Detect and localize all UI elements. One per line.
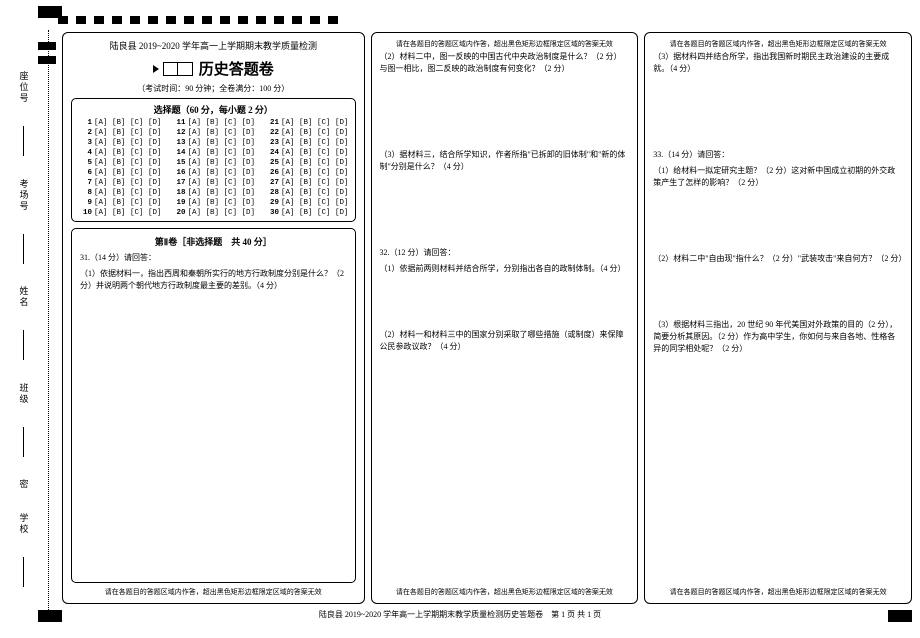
mc-item[interactable]: 25[A] [B] [C] [D] [265,159,349,167]
top-dash-row [58,16,338,24]
column-1: 陆良县 2019~2020 学年高一上学期期末教学质量检测 历史答题卷 （考试时… [62,32,365,604]
q32-title: 32.（12 分）请回答： [380,247,630,259]
mc-item[interactable]: 22[A] [B] [C] [D] [265,129,349,137]
mc-item[interactable]: 30[A] [B] [C] [D] [265,209,349,217]
q32-part1: （1）依据前两则材料并结合所学，分别指出各自的政制体制。（4 分） [380,263,630,275]
mc-item[interactable]: 15[A] [B] [C] [D] [172,159,256,167]
mc-item[interactable]: 9[A] [B] [C] [D] [78,199,162,207]
binding-label-name: 姓名 [18,286,31,308]
q32-part2: （2）材料一和材料三中的国家分别采取了哪些措施（或制度）来保障公民参政议政？（4… [380,329,630,353]
binding-underline [23,234,25,264]
column-2: 请在各题目的答题区域内作答，超出黑色矩形边框限定区域的答案无效 （2）材料二中，… [371,32,639,604]
col3-footer-note: 请在各题目的答题区域内作答，超出黑色矩形边框限定区域的答案无效 [653,583,903,597]
frq-header: 第Ⅱ卷［非选择题 共 40 分］ [80,235,347,248]
binding-mark: 密 [18,479,31,490]
main-title: 历史答题卷 [199,58,274,79]
mc-item[interactable]: 23[A] [B] [C] [D] [265,139,349,147]
binding-dotted-line [48,30,49,618]
binding-underline [23,427,25,457]
mc-item[interactable]: 11[A] [B] [C] [D] [172,119,256,127]
mc-item[interactable]: 13[A] [B] [C] [D] [172,139,256,147]
barcode-row: 历史答题卷 [71,56,356,81]
multiple-choice-box: 选择题（60 分，每小题 2 分） 1[A] [B] [C] [D] 11[A] … [71,98,356,222]
q33-part1: （1）给材料一拟定研究主题？（2 分）这对新中国成立初期的外交政策产生了怎样的影… [653,165,903,189]
mc-item[interactable]: 3[A] [B] [C] [D] [78,139,162,147]
frq-box-col1: 第Ⅱ卷［非选择题 共 40 分］ 31.（14 分）请回答： （1）依据材料一，… [71,228,356,583]
binding-label-class: 班级 [18,383,31,405]
mc-item[interactable]: 6[A] [B] [C] [D] [78,169,162,177]
mc-item[interactable]: 21[A] [B] [C] [D] [265,119,349,127]
q33-part3: （3）根据材料三指出，20 世纪 90 年代美国对外政策的目的（2 分），简要分… [653,319,903,355]
mc-grid: 1[A] [B] [C] [D] 11[A] [B] [C] [D] 21[A] [… [78,119,349,217]
mc-item[interactable]: 18[A] [B] [C] [D] [172,189,256,197]
binding-underline [23,126,25,156]
mc-item[interactable]: 27[A] [B] [C] [D] [265,179,349,187]
mc-item[interactable]: 17[A] [B] [C] [D] [172,179,256,187]
mc-header: 选择题（60 分，每小题 2 分） [78,103,349,116]
q32-part3: （3）据材料四并结合所学，指出我国新时期民主政治建设的主要成就。（4 分） [653,51,903,75]
mc-item[interactable]: 20[A] [B] [C] [D] [172,209,256,217]
col3-head-note: 请在各题目的答题区域内作答，超出黑色矩形边框限定区域的答案无效 [653,39,903,49]
mc-item[interactable]: 28[A] [B] [C] [D] [265,189,349,197]
q31-title: 31.（14 分）请回答： [80,252,347,264]
mc-item[interactable]: 26[A] [B] [C] [D] [265,169,349,177]
mc-item[interactable]: 1[A] [B] [C] [D] [78,119,162,127]
col2-head-note: 请在各题目的答题区域内作答，超出黑色矩形边框限定区域的答案无效 [380,39,630,49]
barcode-box[interactable] [163,62,193,76]
mc-item[interactable]: 19[A] [B] [C] [D] [172,199,256,207]
col2-footer-note: 请在各题目的答题区域内作答，超出黑色矩形边框限定区域的答案无效 [380,583,630,597]
binding-underline [23,557,25,587]
q31-part3: （3）据材料三，结合所学知识，作者所指"已拆卸的旧体制"和"新的体制"分别是什么… [380,149,630,173]
mc-item[interactable]: 8[A] [B] [C] [D] [78,189,162,197]
binding-strip: 座位号 考场号 姓名 班级 密 学校 [0,0,58,638]
binding-labels: 座位号 考场号 姓名 班级 密 学校 [0,0,48,638]
mc-item[interactable]: 12[A] [B] [C] [D] [172,129,256,137]
binding-label-school: 学校 [18,513,31,535]
mc-item[interactable]: 4[A] [B] [C] [D] [78,149,162,157]
binding-label-seat: 座位号 [18,71,31,104]
mc-item[interactable]: 24[A] [B] [C] [D] [265,149,349,157]
binding-underline [23,330,25,360]
q31-part2: （2）材料二中，图一反映的中国古代中央政治制度是什么？（2 分）与图一相比，图二… [380,51,630,75]
mc-item[interactable]: 10[A] [B] [C] [D] [78,209,162,217]
exam-info: （考试时间：90 分钟；全卷满分：100 分） [71,83,356,94]
column-3: 请在各题目的答题区域内作答，超出黑色矩形边框限定区域的答案无效 （3）据材料四并… [644,32,912,604]
mc-item[interactable]: 7[A] [B] [C] [D] [78,179,162,187]
q33-part2: （2）材料二中"自由现"指什么？（2 分）"武装攻击"来自何方？（2 分） [653,253,903,265]
school-year-title: 陆良县 2019~2020 学年高一上学期期末教学质量检测 [71,39,356,52]
col1-footer-note: 请在各题目的答题区域内作答，超出黑色矩形边框限定区域的答案无效 [71,583,356,597]
page-footer: 陆良县 2019~2020 学年高一上学期期末教学质量检测历史答题卷 第 1 页… [0,609,920,620]
q31-part1: （1）依据材料一，指出西周和秦朝所实行的地方行政制度分别是什么？（2分）并说明两… [80,268,347,292]
mc-item[interactable]: 29[A] [B] [C] [D] [265,199,349,207]
answer-columns: 陆良县 2019~2020 学年高一上学期期末教学质量检测 历史答题卷 （考试时… [62,32,912,604]
mc-item[interactable]: 5[A] [B] [C] [D] [78,159,162,167]
arrow-icon [153,65,159,73]
mc-item[interactable]: 16[A] [B] [C] [D] [172,169,256,177]
mc-item[interactable]: 2[A] [B] [C] [D] [78,129,162,137]
binding-label-room: 考场号 [18,179,31,212]
mc-item[interactable]: 14[A] [B] [C] [D] [172,149,256,157]
q33-title: 33.（14 分）请回答： [653,149,903,161]
